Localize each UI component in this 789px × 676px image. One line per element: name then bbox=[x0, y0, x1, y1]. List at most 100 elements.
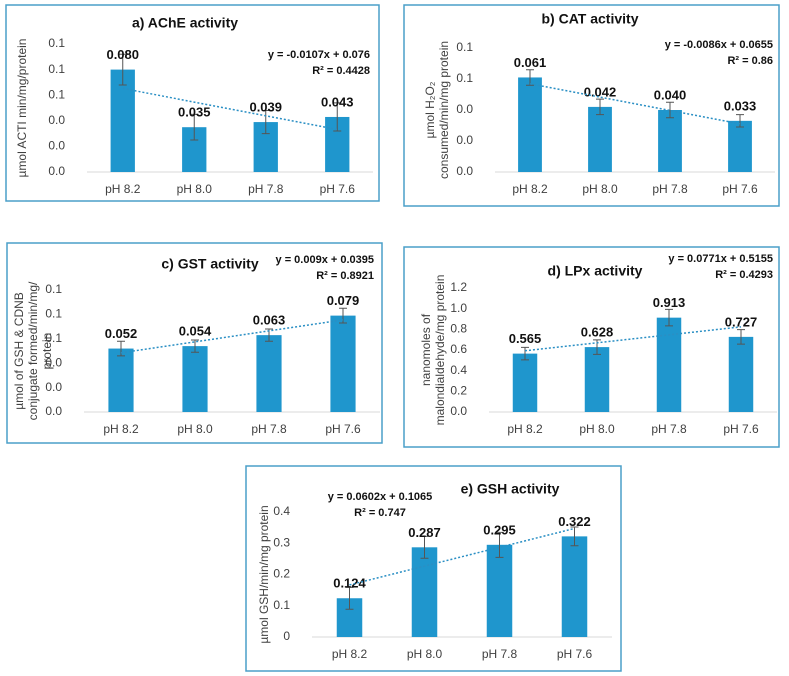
value-label: 0.322 bbox=[558, 514, 591, 529]
x-tick-label: pH 8.2 bbox=[103, 422, 139, 436]
y-axis-label: µmol GSH/min/mg protein bbox=[257, 505, 271, 643]
bar bbox=[330, 315, 356, 412]
error-bar bbox=[665, 308, 673, 327]
x-tick-label: pH 7.6 bbox=[722, 182, 758, 196]
bar bbox=[512, 353, 538, 412]
value-label: 0.080 bbox=[106, 47, 139, 62]
error-bar bbox=[521, 346, 529, 361]
x-tick-label: pH 7.8 bbox=[652, 182, 688, 196]
x-tick-label: pH 8.0 bbox=[582, 182, 618, 196]
y-tick-label: 0.1 bbox=[48, 62, 65, 76]
bar bbox=[728, 336, 754, 412]
x-tick-label: pH 7.6 bbox=[723, 422, 759, 436]
bar bbox=[728, 120, 752, 172]
chart-panel: e) GSH activity y = 0.0602x + 0.1065 R² = … bbox=[245, 465, 622, 672]
trendline bbox=[349, 527, 575, 586]
y-tick-label: 0 bbox=[283, 629, 290, 643]
value-label: 0.287 bbox=[408, 525, 441, 540]
error-bar bbox=[666, 101, 674, 119]
error-bar bbox=[420, 535, 429, 559]
y-tick-label: 0.1 bbox=[45, 282, 62, 296]
y-tick-label: 0.0 bbox=[456, 164, 473, 178]
y-axis-label: nanomoles of bbox=[419, 313, 433, 386]
bar bbox=[486, 544, 513, 637]
y-tick-label: 0.0 bbox=[45, 355, 62, 369]
y-axis-label: conjugate formed/min/mg/ bbox=[26, 281, 40, 420]
x-tick-label: pH 8.2 bbox=[332, 647, 368, 661]
bar bbox=[256, 335, 282, 412]
value-label: 0.727 bbox=[725, 314, 758, 329]
value-label: 0.054 bbox=[179, 324, 212, 339]
bar bbox=[561, 536, 588, 637]
trend-equation: R² = 0.8921 bbox=[316, 270, 374, 282]
y-tick-label: 0.8 bbox=[450, 322, 467, 336]
y-tick-label: 0.0 bbox=[48, 164, 65, 178]
trendline bbox=[122, 87, 338, 131]
bar bbox=[182, 346, 208, 412]
y-tick-label: 0.4 bbox=[273, 504, 290, 518]
bar bbox=[110, 69, 135, 172]
error-bar bbox=[495, 531, 504, 558]
x-tick-label: pH 7.8 bbox=[482, 647, 518, 661]
value-label: 0.913 bbox=[653, 295, 686, 310]
chart-title: a) AChE activity bbox=[132, 15, 238, 31]
y-tick-label: 0.3 bbox=[273, 535, 290, 549]
x-tick-label: pH 7.8 bbox=[651, 422, 687, 436]
chart-panel: b) CAT activity y = -0.0086x + 0.0655 R² =… bbox=[403, 4, 780, 207]
y-tick-label: 0.0 bbox=[45, 380, 62, 394]
value-label: 0.061 bbox=[514, 55, 547, 70]
y-axis-label: µmol H₂O₂ bbox=[423, 81, 437, 138]
value-label: 0.039 bbox=[249, 100, 282, 115]
trend-equation: y = 0.009x + 0.0395 bbox=[276, 254, 374, 266]
x-tick-label: pH 7.6 bbox=[325, 422, 361, 436]
bar bbox=[656, 317, 682, 412]
value-label: 0.040 bbox=[654, 87, 687, 102]
y-tick-label: 0.0 bbox=[48, 139, 65, 153]
error-bar bbox=[117, 340, 125, 357]
chart-title: c) GST activity bbox=[161, 256, 258, 272]
bar bbox=[518, 77, 542, 172]
x-tick-label: pH 8.2 bbox=[507, 422, 543, 436]
y-tick-label: 1.2 bbox=[450, 280, 467, 294]
x-tick-label: pH 8.0 bbox=[407, 647, 443, 661]
x-tick-label: pH 8.2 bbox=[512, 182, 548, 196]
chart-title: d) LPx activity bbox=[548, 263, 643, 279]
x-tick-label: pH 7.6 bbox=[557, 647, 593, 661]
error-bar bbox=[333, 102, 342, 132]
y-tick-label: 0.1 bbox=[456, 71, 473, 85]
chart-panel: a) AChE activity y = -0.0107x + 0.076 R² =… bbox=[5, 4, 380, 202]
trend-equation: R² = 0.86 bbox=[727, 55, 773, 67]
trendline bbox=[524, 326, 742, 352]
value-label: 0.033 bbox=[724, 98, 757, 113]
y-tick-label: 0.2 bbox=[450, 384, 467, 398]
value-label: 0.063 bbox=[253, 313, 286, 328]
y-tick-label: 0.0 bbox=[456, 133, 473, 147]
chart-panel: c) GST activity y = 0.009x + 0.0395 R² = 0… bbox=[6, 242, 383, 444]
y-tick-label: 0.1 bbox=[45, 331, 62, 345]
value-label: 0.079 bbox=[327, 293, 360, 308]
y-axis-label: µmol of GSH & CDNB bbox=[12, 292, 26, 410]
error-bar bbox=[570, 526, 579, 547]
y-tick-label: 0.1 bbox=[45, 307, 62, 321]
value-label: 0.052 bbox=[105, 326, 138, 341]
error-bar bbox=[118, 53, 127, 86]
error-bar bbox=[596, 98, 604, 116]
bar bbox=[584, 347, 610, 412]
trend-equation: y = -0.0107x + 0.076 bbox=[268, 49, 370, 61]
y-tick-label: 0.1 bbox=[456, 40, 473, 54]
y-tick-label: 0.1 bbox=[273, 598, 290, 612]
bar bbox=[108, 348, 134, 412]
trend-equation: y = 0.0602x + 0.1065 bbox=[328, 491, 433, 503]
trend-equation: y = 0.0771x + 0.5155 bbox=[668, 253, 773, 265]
error-bar bbox=[261, 110, 270, 135]
y-tick-label: 0.2 bbox=[273, 567, 290, 581]
y-tick-label: 1.0 bbox=[450, 301, 467, 315]
trend-equation: R² = 0.747 bbox=[354, 507, 406, 519]
trend-equation: R² = 0.4293 bbox=[715, 269, 773, 281]
value-label: 0.035 bbox=[178, 105, 211, 120]
y-tick-label: 0.4 bbox=[450, 363, 467, 377]
y-axis-label: consumed/min/mg protein bbox=[437, 41, 451, 179]
trend-equation: R² = 0.4428 bbox=[312, 65, 370, 77]
bar bbox=[658, 110, 682, 172]
y-tick-label: 0.1 bbox=[48, 87, 65, 101]
